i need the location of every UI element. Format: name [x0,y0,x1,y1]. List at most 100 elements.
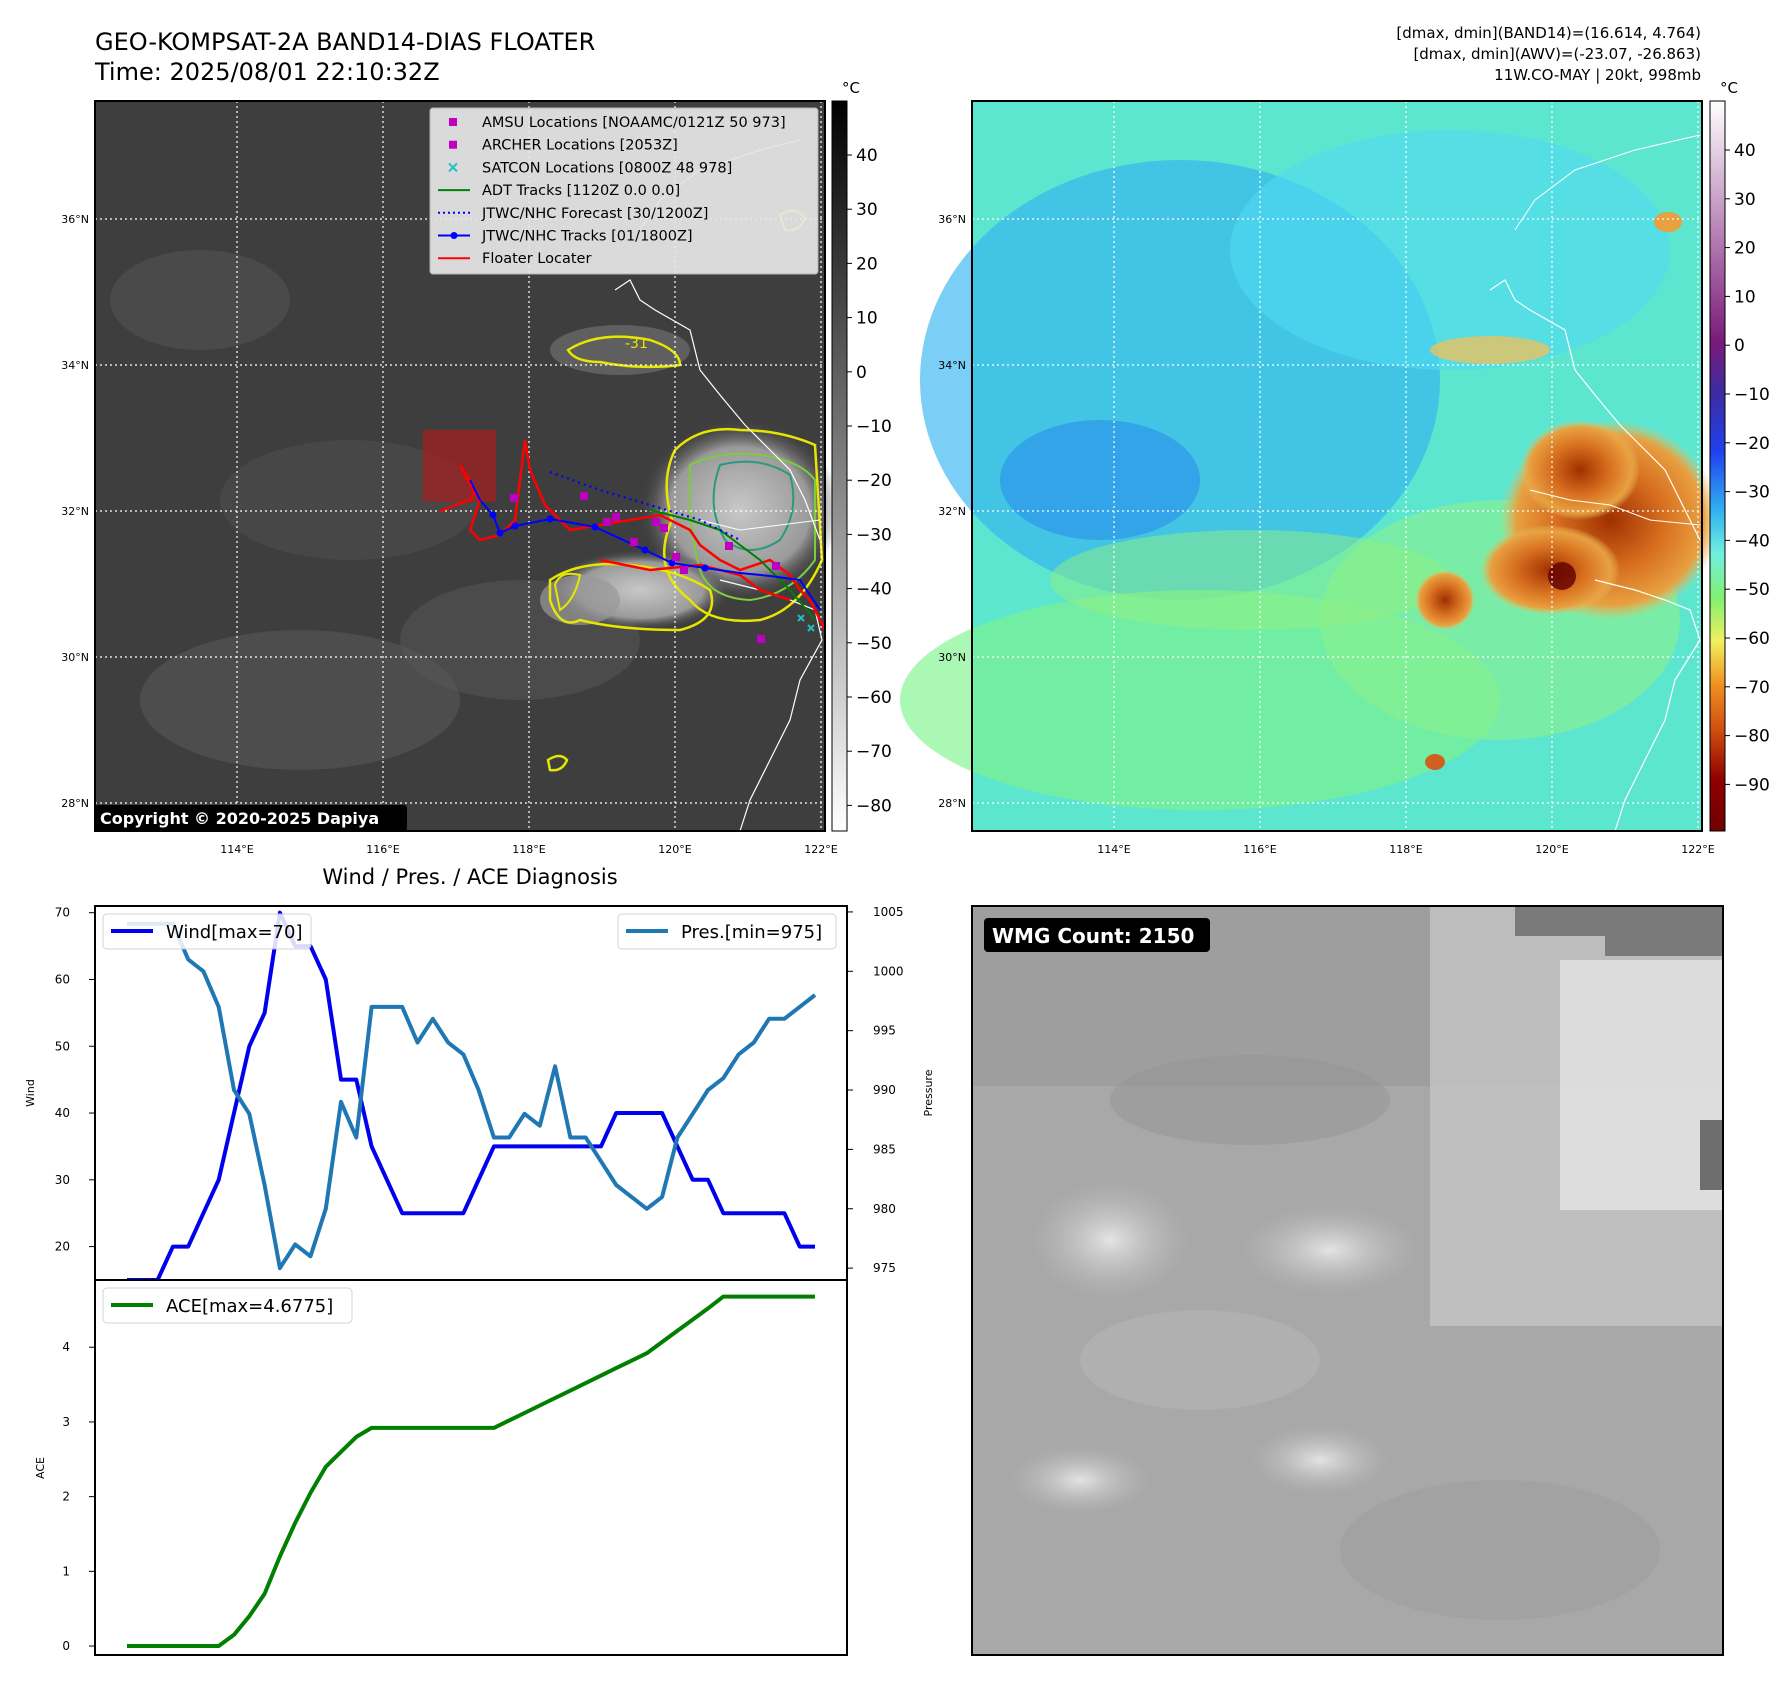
lon-tick-label: 118°E [512,843,545,856]
legend-entry: ADT Tracks [1120Z 0.0 0.0] [438,183,680,199]
legend-label: Floater Locater [482,251,591,267]
lat-tick-label: 28°N [938,797,966,810]
colorbar-tick-label: −50 [1734,580,1770,600]
legend-entry: Floater Locater [438,251,591,267]
colorbar-tick-label: 20 [1734,239,1756,259]
ace-legend: ACE[max=4.6775] [102,1287,353,1324]
colorbar-tick-label: −10 [856,417,892,437]
legend-label: JTWC/NHC Tracks [01/1800Z] [481,229,693,245]
colorbar-tick-label: −90 [1734,775,1770,795]
lon-tick-label: 118°E [1389,843,1422,856]
colorbar-tick-label: −50 [856,634,892,654]
lon-tick-label: 114°E [220,843,253,856]
jtwc-track [469,479,821,611]
legend-entry: JTWC/NHC Tracks [01/1800Z] [438,229,693,245]
legend-entry: AMSU Locations [NOAAMC/0121Z 50 973] [449,115,786,131]
lat-tick-label: 30°N [61,651,89,664]
lat-tick-label: 32°N [61,505,89,518]
info-awv: [dmax, dmin](AWV)=(-23.07, -26.863) [1413,45,1701,63]
colorbar-tick-label: −20 [1734,434,1770,454]
ir-map-panel: -31 [94,100,840,832]
lat-tick-label: 30°N [938,651,966,664]
ir-legend: AMSU Locations [NOAAMC/0121Z 50 973] ARCH… [429,107,819,275]
colorbar-tick-label: −70 [856,742,892,762]
pressure-axis-label: Pressure [922,1069,935,1116]
legend-entry: ARCHER Locations [2053Z] [449,138,678,154]
ace-series-line [127,1294,815,1648]
legend-label: AMSU Locations [NOAAMC/0121Z 50 973] [482,115,786,131]
ace-tick-label: 0 [62,1639,70,1653]
contour-label: -31 [625,336,648,352]
wind-tick-label: 30 [55,1173,70,1187]
lon-tick-label: 114°E [1097,843,1130,856]
colorbar-tick-label: −30 [1734,483,1770,503]
ir-colorbar: °C 40 30 20 10 0 −10 −20 −30 −40 −50 −60 −70 −80 [831,79,892,832]
figure-time: Time: 2025/08/01 22:10:32Z [94,58,440,86]
legend-label: SATCON Locations [0800Z 48 978] [482,160,732,176]
wv-map-panel [900,100,1720,832]
colorbar-tick-label: −60 [856,688,892,708]
satcon-points [797,614,815,632]
colorbar-tick-label: −40 [1734,531,1770,551]
wind-tick-label: 60 [55,972,70,986]
lat-tick-label: 36°N [938,213,966,226]
legend-label: ARCHER Locations [2053Z] [482,138,678,154]
colorbar-tick-label: 20 [856,254,878,274]
lat-tick-label: 36°N [61,213,89,226]
lat-tick-label: 28°N [61,797,89,810]
lon-tick-label: 116°E [1243,843,1276,856]
ace-axis-label: ACE [34,1457,47,1479]
ir-colorbar-unit: °C [842,79,860,97]
colorbar-tick-label: 40 [1734,141,1756,161]
colorbar-tick-label: 10 [856,309,878,329]
pressure-tick-label: 995 [873,1024,896,1038]
archer-points [510,492,780,643]
ace-tick-label: 2 [62,1490,70,1504]
wind-series-line [127,910,815,1282]
wind-legend: Wind[max=70] [102,913,312,950]
lon-tick-label: 122°E [1681,843,1714,856]
colorbar-tick-label: −40 [856,580,892,600]
pressure-tick-label: 1005 [873,905,904,919]
wv-colorbar-unit: °C [1720,79,1738,97]
lat-tick-label: 32°N [938,505,966,518]
ace-tick-label: 3 [62,1415,70,1429]
colorbar-tick-label: −80 [856,796,892,816]
ace-tick-label: 1 [62,1564,70,1578]
copyright-label: Copyright © 2020-2025 Dapiya [100,809,379,828]
wmg-panel: WMG Count: 2150 [971,905,1724,1656]
floater-track [439,439,827,631]
legend-entry: JTWC/NHC Forecast [30/1200Z] [438,206,708,222]
legend-entry: SATCON Locations [0800Z 48 978] [448,160,732,176]
lat-tick-label: 34°N [938,359,966,372]
colorbar-tick-label: 0 [856,363,867,383]
colorbar-tick-label: 40 [856,146,878,166]
colorbar-tick-label: −80 [1734,727,1770,747]
wind-tick-label: 20 [55,1240,70,1254]
colorbar-tick-label: 30 [1734,190,1756,210]
info-storm: 11W.CO-MAY | 20kt, 998mb [1494,66,1701,84]
pressure-legend-label: Pres.[min=975] [681,922,822,943]
colorbar-tick-label: 30 [856,200,878,220]
ace-legend-label: ACE[max=4.6775] [166,1296,333,1317]
ace-tick-label: 4 [62,1340,70,1354]
pressure-tick-label: 985 [873,1142,896,1156]
colorbar-tick-label: −10 [1734,385,1770,405]
colorbar-tick-label: 0 [1734,336,1745,356]
pressure-tick-label: 975 [873,1261,896,1275]
info-band14: [dmax, dmin](BAND14)=(16.614, 4.764) [1396,24,1701,42]
ace-chart: 0 1 2 3 4 ACE ACE[max=4.6775] [34,1279,848,1656]
wmg-count-label: WMG Count: 2150 [992,924,1194,948]
wind-tick-label: 50 [55,1039,70,1053]
colorbar-tick-label: −30 [856,525,892,545]
wind-tick-label: 40 [55,1106,70,1120]
wind-pressure-chart: 20 30 40 50 60 70 975 980 985 990 995 1000 1005 Wind… [24,905,935,1282]
pressure-tick-label: 980 [873,1202,896,1216]
pressure-tick-label: 1000 [873,964,904,978]
lon-tick-label: 120°E [1535,843,1568,856]
wind-tick-label: 70 [55,906,70,920]
pressure-series-line [127,921,817,1271]
lon-tick-label: 120°E [658,843,691,856]
wind-axis-label: Wind [24,1079,37,1107]
